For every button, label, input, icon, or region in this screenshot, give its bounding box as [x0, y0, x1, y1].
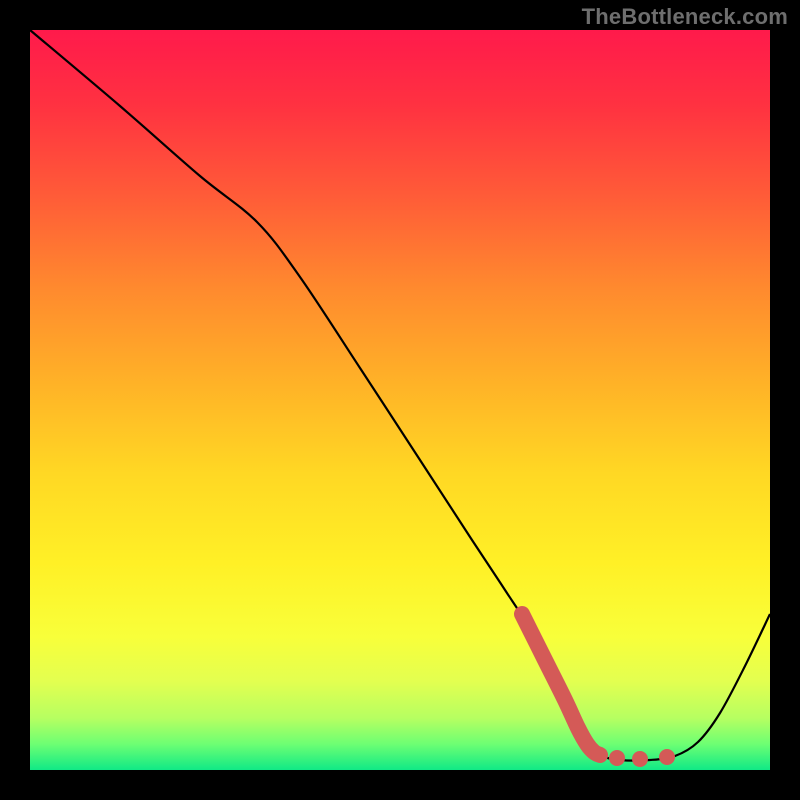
chart-svg: [0, 0, 800, 800]
plot-background: [30, 30, 770, 770]
highlight-dots: [609, 749, 675, 767]
watermark-text: TheBottleneck.com: [582, 4, 788, 30]
outer-frame: TheBottleneck.com: [0, 0, 800, 800]
